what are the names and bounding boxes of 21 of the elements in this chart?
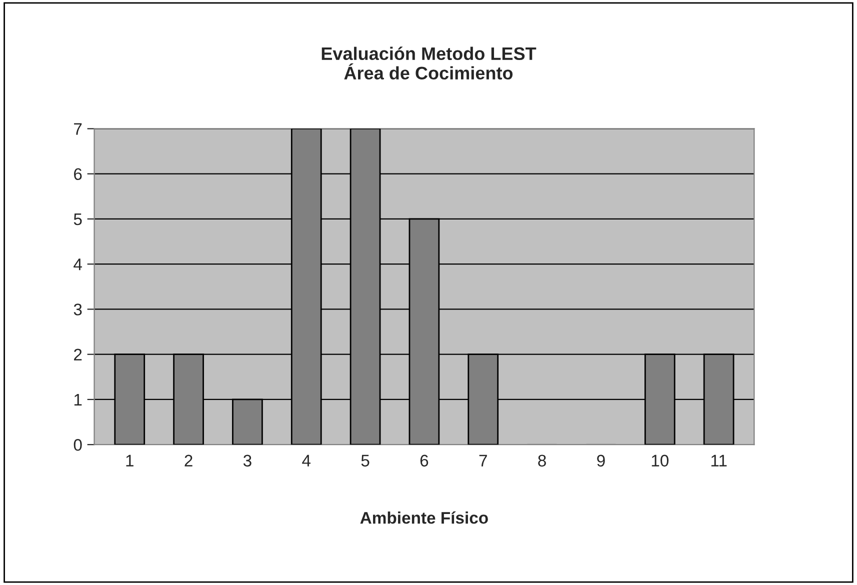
y-tick-label: 5 <box>74 214 82 226</box>
x-tick-label: 8 <box>538 454 546 467</box>
y-tick-label: 3 <box>74 304 82 316</box>
y-tick-label: 7 <box>74 123 82 135</box>
x-tick-label: 5 <box>361 454 370 467</box>
x-tick-label: 9 <box>597 454 605 467</box>
y-tick-label: 1 <box>74 394 82 406</box>
y-tick-label: 4 <box>74 258 82 270</box>
y-tick-label: 6 <box>74 168 82 180</box>
x-tick-label: 11 <box>711 454 727 466</box>
y-tick-label: 0 <box>74 439 82 451</box>
chart-title: Evaluación Metodo LEST Área de Cocimiento <box>322 46 536 80</box>
x-tick-label: 7 <box>479 454 487 466</box>
x-tick-label: 6 <box>420 454 428 467</box>
x-tick-label: 4 <box>302 454 311 466</box>
x-axis-title: Ambiente Físico <box>360 511 488 524</box>
x-tick-label: 1 <box>126 454 134 466</box>
y-tick-label: 2 <box>74 348 82 360</box>
x-tick-label: 2 <box>184 454 192 466</box>
x-tick-label: 10 <box>652 454 669 467</box>
x-tick-label: 3 <box>243 454 252 467</box>
